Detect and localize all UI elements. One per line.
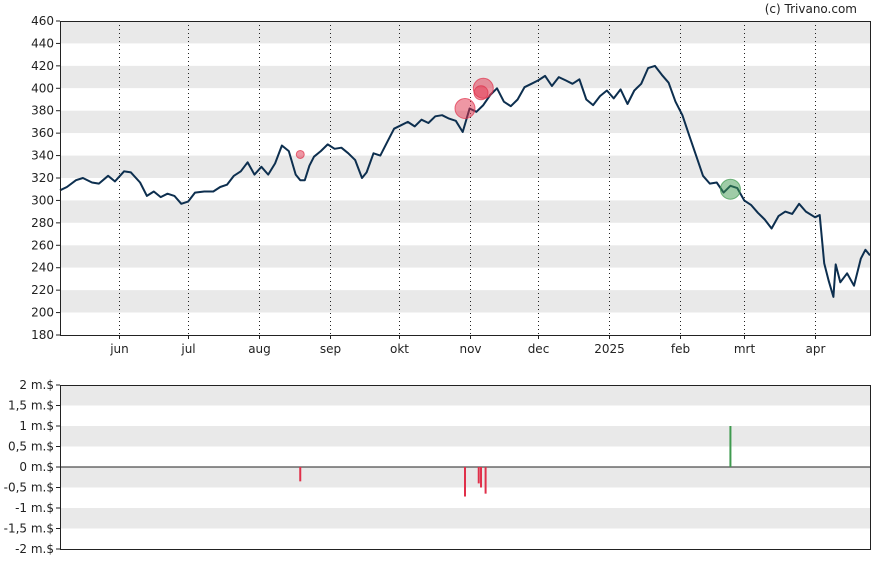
month-label: jul [180,342,195,356]
price-y-tick-label: 260 [31,238,54,252]
month-label: apr [806,342,826,356]
price-y-tick-label: 400 [31,81,54,95]
price-panel-frame [60,21,871,336]
month-label: feb [671,342,690,356]
insider-band [60,426,870,447]
month-label: jun [109,342,129,356]
price-band [60,290,870,313]
price-series [59,64,871,298]
price-y-tick-label: 460 [31,14,54,28]
trade-marker [472,77,494,99]
price-band [60,155,870,178]
price-band [60,65,870,89]
price-panel-month-gridlines [119,21,816,335]
insider-band [60,508,870,529]
insider-band [60,487,870,508]
credit-text: (c) Trivano.com [765,2,857,16]
price-panel-y-axis: 460 440 420 400 380 360 340 320 300 280 260 240 220 2… [31,14,60,342]
insider-y-tick-label: 0,5 m.$ [8,440,54,454]
insider-bars [299,426,732,497]
price-band [60,43,870,66]
insider-y-tick-label: 2 m.$ [19,378,54,392]
insider-band [60,405,870,426]
price-line [59,64,871,298]
price-y-tick-label: 280 [31,216,54,230]
month-label: sep [320,342,341,356]
price-y-tick-label: 300 [31,193,54,207]
trade-marker [295,149,305,159]
price-band [60,312,870,335]
price-y-tick-label: 420 [31,59,54,73]
price-panel-x-axis: jun jul aug sep okt nov dec 2025 feb mrt apr [109,335,826,356]
insider-band [60,528,870,549]
insider-band [60,446,870,467]
price-panel-bands [60,21,870,335]
month-label: mrt [734,342,756,356]
insider-y-tick-label: 1 m.$ [19,419,54,433]
price-y-tick-label: 240 [31,261,54,275]
price-y-tick-label: 180 [31,328,54,342]
month-label: okt [390,342,409,356]
price-y-tick-label: 380 [31,104,54,118]
month-label: dec [528,342,550,356]
panel-frames [60,21,871,550]
insider-y-tick-label: -1,5 m.$ [4,522,54,536]
insider-y-tick-label: 0 m.$ [19,460,54,474]
price-band [60,200,870,223]
price-band [60,178,870,201]
insider-y-tick-label: -0,5 m.$ [4,481,54,495]
price-y-tick-label: 220 [31,283,54,297]
trade-marker [454,97,476,119]
month-label: nov [459,342,481,356]
price-band [60,21,870,44]
insider-band [60,385,870,406]
month-label: 2025 [594,342,625,356]
price-band [60,133,870,156]
month-label: aug [248,342,271,356]
price-band [60,245,870,268]
price-band [60,267,870,291]
trade-marker [719,178,741,200]
price-y-tick-label: 320 [31,171,54,185]
price-y-tick-label: 440 [31,36,54,50]
insider-panel-frame [60,385,871,550]
price-y-tick-label: 360 [31,126,54,140]
price-y-tick-label: 200 [31,306,54,320]
insider-y-tick-label: 1,5 m.$ [8,399,54,413]
insider-y-tick-label: -2 m.$ [15,542,54,556]
price-y-tick-label: 340 [31,149,54,163]
price-band [60,222,870,246]
insider-y-tick-label: -1 m.$ [15,501,54,515]
trade-markers [295,77,741,200]
